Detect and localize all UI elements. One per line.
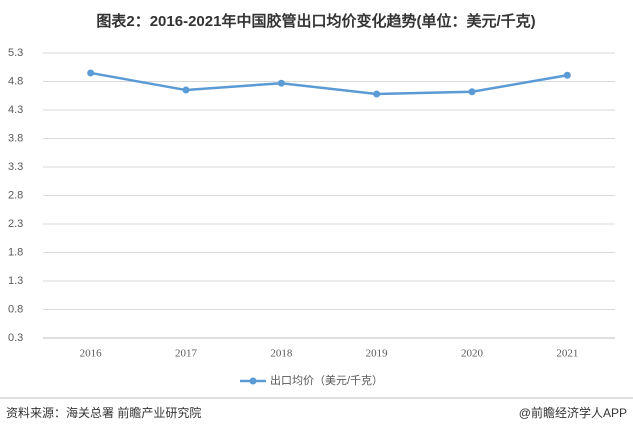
y-tick-label: 2.8	[8, 189, 23, 201]
legend-label: 出口均价（美元/千克）	[270, 373, 383, 387]
x-tick-label: 2017	[175, 348, 198, 360]
x-tick-label: 2018	[270, 348, 293, 360]
data-point	[373, 90, 381, 98]
y-tick-label: 3.3	[8, 161, 23, 173]
y-tick-label: 3.8	[8, 132, 23, 144]
y-tick-label: 1.3	[8, 275, 23, 287]
x-tick-label: 2016	[80, 348, 103, 360]
data-point	[87, 69, 95, 77]
x-tick-label: 2021	[556, 348, 578, 360]
y-tick-label: 0.3	[8, 332, 23, 344]
legend-marker	[249, 377, 257, 385]
data-point	[182, 86, 190, 94]
data-point	[277, 79, 285, 87]
x-tick-label: 2020	[461, 348, 484, 360]
data-point	[468, 88, 476, 96]
x-tick-label: 2019	[366, 348, 389, 360]
y-tick-label: 4.8	[8, 75, 23, 87]
series-line	[90, 71, 568, 96]
y-tick-label: 0.8	[8, 303, 23, 315]
y-tick-label: 5.3	[8, 47, 23, 59]
y-tick-label: 2.3	[8, 218, 23, 230]
data-point	[563, 71, 571, 79]
chart-title: 图表2：2016-2021年中国胶管出口均价变化趋势(单位：美元/千克)	[96, 12, 535, 30]
y-tick-label: 1.8	[8, 246, 23, 258]
source: 资料来源：海关总署 前瞻产业研究院	[6, 405, 201, 420]
y-tick-label: 4.3	[8, 104, 23, 116]
credit: @前瞻经济学人APP	[519, 405, 627, 420]
